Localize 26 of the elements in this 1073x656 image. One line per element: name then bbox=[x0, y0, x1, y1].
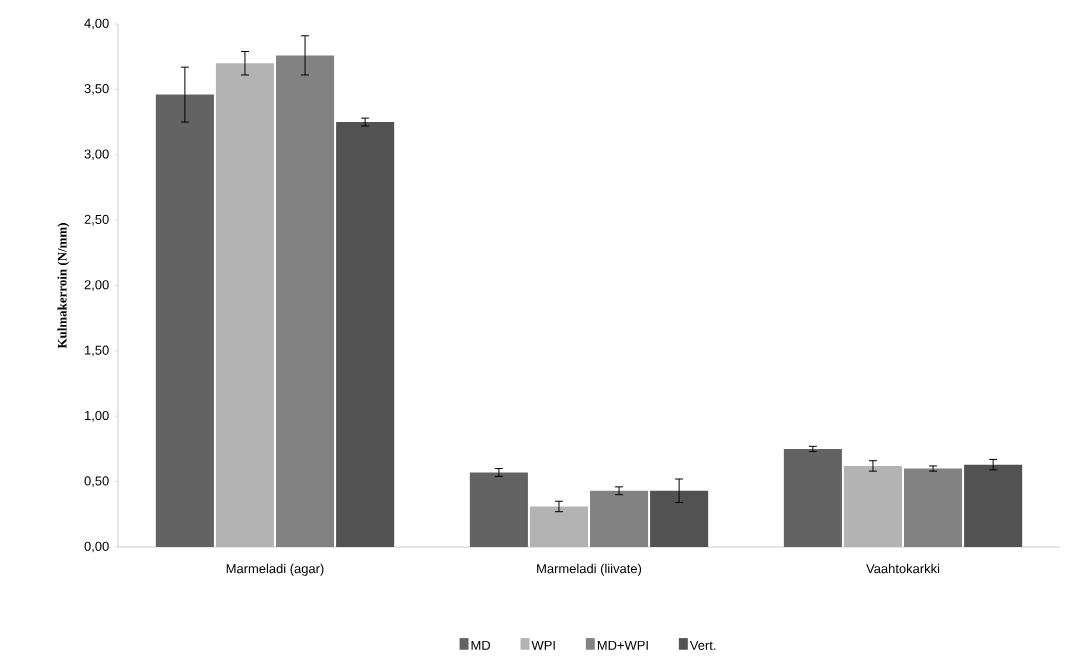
y-tick-label: 1,00 bbox=[85, 410, 109, 422]
y-tick-label: 2,00 bbox=[84, 280, 109, 291]
bar bbox=[529, 506, 589, 547]
y-tick-label: 3,50 bbox=[84, 84, 109, 95]
bar bbox=[469, 472, 528, 547]
bar bbox=[964, 464, 1023, 547]
y-tick-label: 2,50 bbox=[84, 214, 109, 226]
legend-label: MD+WPI bbox=[597, 640, 648, 650]
bar bbox=[215, 63, 274, 547]
bar bbox=[650, 490, 709, 547]
legend-label: MD bbox=[471, 640, 491, 650]
y-tick-label: 3,00 bbox=[84, 149, 109, 161]
legend-label: Vert. bbox=[689, 640, 716, 650]
x-tick-label: Marmeladi (liivate) bbox=[537, 563, 642, 576]
y-tick-label: 1,50 bbox=[85, 345, 109, 357]
bar bbox=[336, 122, 395, 547]
x-tick-label: Marmeladi (agar) bbox=[226, 563, 324, 576]
y-tick-label: 0,50 bbox=[84, 476, 109, 487]
y-axis-title: Kulmakerroin (N/mm) bbox=[57, 223, 70, 349]
bar bbox=[843, 465, 903, 547]
legend-label: WPI bbox=[531, 640, 555, 650]
y-tick-label: 4,00 bbox=[84, 18, 109, 30]
x-tick-label: Vaahtokarkki bbox=[866, 563, 940, 574]
y-tick-label: 0,00 bbox=[84, 541, 109, 553]
bar bbox=[155, 94, 214, 547]
bar bbox=[783, 448, 842, 547]
